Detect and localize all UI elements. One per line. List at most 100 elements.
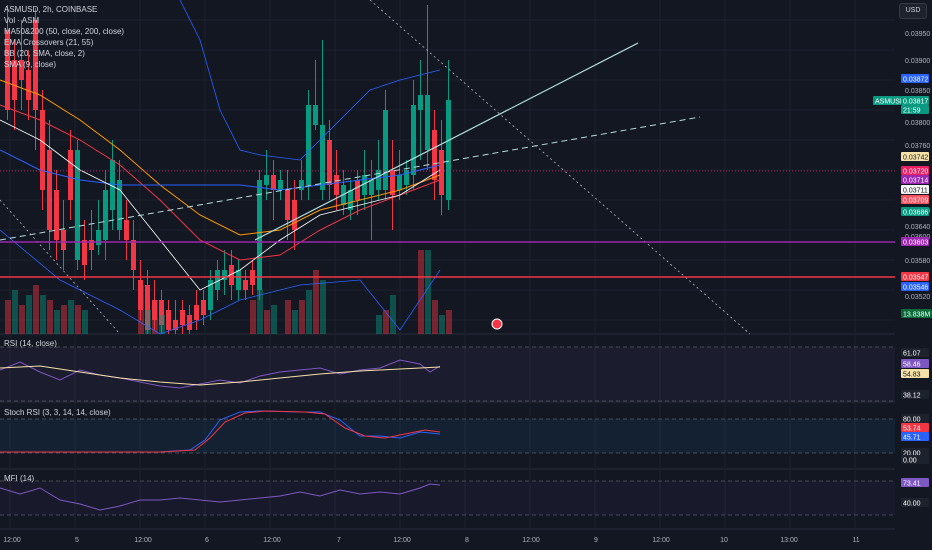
time-tick-label: 7 xyxy=(337,537,341,544)
volume-bar xyxy=(12,290,18,334)
candle-body xyxy=(446,100,451,200)
volume-bar xyxy=(446,310,452,334)
candle-body xyxy=(376,170,381,190)
stoch-tick-label: 0.00 xyxy=(903,458,917,465)
time-tick-label: 12:00 xyxy=(263,537,281,544)
rsi-tick-label: 38.12 xyxy=(903,393,921,400)
candle-body xyxy=(68,150,73,200)
volume-bar xyxy=(292,310,298,334)
candle-body xyxy=(12,60,17,100)
bollinger-upper xyxy=(179,0,441,161)
volume-bar xyxy=(145,310,151,334)
price-pane[interactable] xyxy=(0,0,895,335)
stoch-tag xyxy=(901,432,929,441)
sma-line xyxy=(0,119,441,291)
ema-legend[interactable]: EMA Crossovers (21, 55) xyxy=(4,38,94,47)
candle-body xyxy=(54,190,59,240)
candle-body xyxy=(383,110,388,190)
volume-bar xyxy=(82,310,88,334)
volume-bar xyxy=(299,300,305,334)
event-marker-icon xyxy=(491,318,503,330)
chart-legend: ASMUSD, 2h, COINBASE Vol · ASM MA50&200 … xyxy=(4,4,124,70)
candle-body xyxy=(390,170,395,195)
price-axis[interactable]: 0.03950 0.03900 0.03850 0.03800 0.03760 0.036… xyxy=(873,0,932,550)
stoch-tick-label: 20.00 xyxy=(903,451,921,458)
volume-bar xyxy=(285,300,291,334)
candle-body xyxy=(194,305,199,320)
time-tick-label: 8 xyxy=(465,537,469,544)
mfi-pane[interactable] xyxy=(0,480,895,516)
candle-body xyxy=(5,30,10,110)
stoch-tag xyxy=(901,423,929,432)
candle-body xyxy=(264,175,269,185)
candle-body xyxy=(26,70,31,100)
time-axis[interactable]: 12:00 5 12:00 6 12:00 7 12:00 8 12:00 9 12:00 10 13:… xyxy=(3,537,859,544)
rsi-tick-label: 54.83 xyxy=(903,372,921,379)
candle-body xyxy=(229,265,234,285)
candle-body xyxy=(159,300,164,325)
candle-body xyxy=(292,200,297,230)
candle-body xyxy=(397,175,402,190)
bb-legend[interactable]: BB (20, SMA, close, 2) xyxy=(4,49,85,58)
ma-legend[interactable]: MA50&200 (50, close, 200, close) xyxy=(4,27,125,36)
price-tag xyxy=(901,207,929,216)
price-tick-label: 0.03580 xyxy=(905,258,930,265)
currency-button[interactable]: USD xyxy=(899,3,927,19)
price-tag xyxy=(901,237,929,246)
volume-bar xyxy=(250,300,256,334)
volume-bar xyxy=(47,300,53,334)
volume-bar xyxy=(439,315,445,334)
price-tag-label: 0.03603 xyxy=(903,240,928,247)
stoch-tick-label: 53.74 xyxy=(903,426,921,433)
candle-body xyxy=(355,180,360,200)
rsi-pane[interactable] xyxy=(0,346,895,402)
candle-body xyxy=(124,220,129,240)
bollinger-lower xyxy=(0,229,441,335)
volume-bar xyxy=(54,310,60,334)
volume-bar xyxy=(68,300,74,334)
price-tag xyxy=(901,175,929,184)
candle-body xyxy=(439,150,444,195)
price-tag xyxy=(901,105,929,114)
price-tick-label: 0.03640 xyxy=(905,224,930,231)
price-tag xyxy=(901,282,929,291)
stoch-rsi-label[interactable]: Stoch RSI (3, 3, 14, 14, close) xyxy=(4,408,111,417)
rsi-label[interactable]: RSI (14, close) xyxy=(4,339,57,348)
price-tag-label: 0.03547 xyxy=(903,275,928,282)
mfi-line xyxy=(0,483,441,511)
price-tag xyxy=(901,309,932,318)
price-tag-label: ASMUSD xyxy=(875,99,905,106)
candle-body xyxy=(89,240,94,250)
time-tick-label: 12:00 xyxy=(393,537,411,544)
stoch-tag xyxy=(901,448,929,457)
candle-body xyxy=(110,160,115,210)
mfi-label[interactable]: MFI (14) xyxy=(4,474,35,483)
time-tick-label: 12:00 xyxy=(652,537,670,544)
rsi-tag xyxy=(901,359,929,368)
symbol-title[interactable]: ASMUSD, 2h, COINBASE xyxy=(4,5,98,14)
candle-body xyxy=(82,240,87,265)
volume-bar xyxy=(75,305,81,334)
candle-body xyxy=(320,125,325,190)
price-tag-label: 0.03817 xyxy=(903,99,928,106)
candle-body xyxy=(348,190,353,210)
sma-legend[interactable]: SMA (9, close) xyxy=(4,60,57,69)
candle-body xyxy=(362,175,367,195)
volume-bar xyxy=(40,295,46,334)
price-tag-label: 0.03686 xyxy=(903,210,928,217)
price-tag xyxy=(901,185,929,194)
candle-body xyxy=(411,105,416,175)
candle-body xyxy=(40,110,45,190)
price-tag-label: 0.03720 xyxy=(903,169,928,176)
volume-legend[interactable]: Vol · ASM xyxy=(4,16,40,25)
price-tick-label: 0.03850 xyxy=(905,88,930,95)
volume-bar xyxy=(257,290,263,334)
time-tick-label: 12:00 xyxy=(134,537,152,544)
volume-bar xyxy=(390,295,396,334)
volume-bar xyxy=(425,250,431,334)
candle-body xyxy=(313,105,318,125)
stoch-rsi-pane[interactable] xyxy=(0,410,895,454)
volume-bar xyxy=(33,285,39,334)
